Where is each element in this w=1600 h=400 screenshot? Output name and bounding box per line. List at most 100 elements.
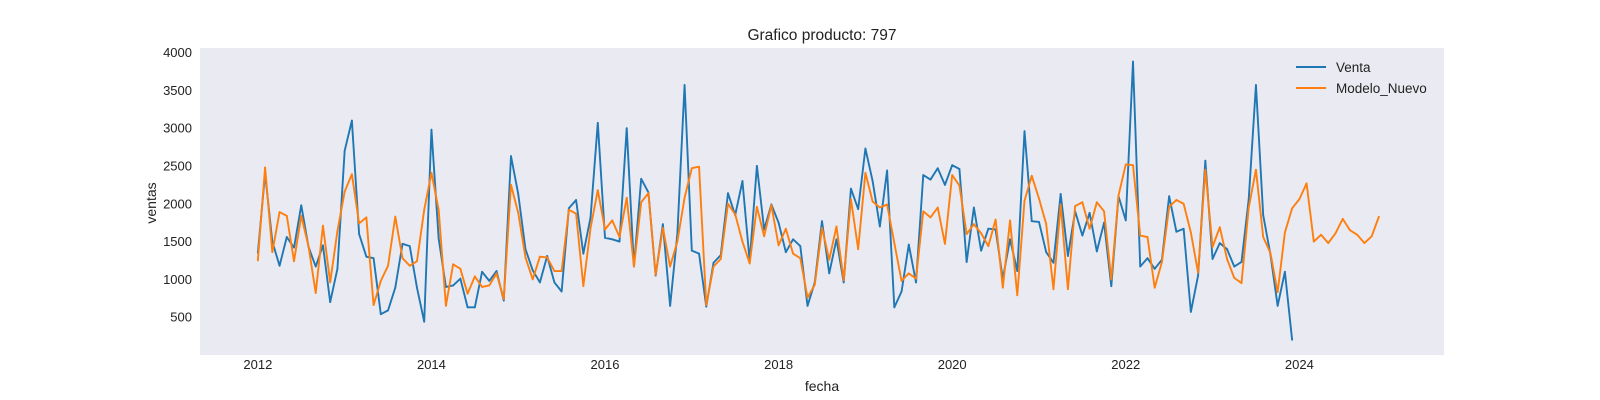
data-point-venta [1067,255,1069,257]
data-point-venta [546,255,549,257]
data-point-venta [589,216,592,219]
data-point-modelo-nuevo [408,264,411,267]
y-axis-label: ventas [143,182,159,223]
data-point-venta [900,290,903,293]
data-point-modelo-nuevo [907,272,910,275]
y-tick-labels: 500 1000 1500 2000 2500 3000 3500 4000 [163,45,192,325]
data-point-venta [350,119,353,122]
data-point-venta [1139,265,1142,268]
data-point-venta [980,249,983,252]
data-point-modelo-nuevo [379,280,382,282]
data-point-modelo-nuevo [770,204,773,207]
data-point-modelo-nuevo [437,208,440,211]
data-point-venta [1182,227,1185,230]
data-point-modelo-nuevo [748,262,751,265]
data-point-venta [727,192,729,195]
data-point-modelo-nuevo [1103,210,1105,213]
data-point-venta [864,147,867,150]
data-point-venta [777,221,780,224]
data-point-venta [1283,270,1286,273]
data-point-modelo-nuevo [336,230,339,232]
data-point-venta [452,284,455,287]
data-point-venta [806,304,809,307]
x-tick-label: 2020 [938,357,967,372]
data-point-venta [857,208,860,210]
data-point-venta [473,306,476,309]
data-point-modelo-nuevo [705,304,708,306]
data-point-modelo-nuevo [1305,182,1308,185]
data-point-venta [560,290,563,293]
data-point-venta [929,178,932,181]
data-point-modelo-nuevo [307,245,310,248]
legend: Venta Modelo_Nuevo [1296,60,1427,96]
data-point-modelo-nuevo [1074,205,1077,207]
data-point-venta [640,177,643,180]
data-point-venta [842,281,845,284]
data-point-modelo-nuevo [741,240,744,243]
data-point-modelo-nuevo [994,218,997,221]
data-point-modelo-nuevo [473,275,476,278]
data-point-venta [1204,159,1207,162]
data-point-modelo-nuevo [669,265,672,268]
data-point-venta [510,155,512,158]
data-point-venta [329,301,332,303]
data-point-modelo-nuevo [1240,282,1243,285]
data-point-venta [756,165,758,167]
data-point-venta [871,180,874,182]
data-point-modelo-nuevo [445,304,447,307]
data-point-venta [784,251,787,254]
data-point-modelo-nuevo [1327,242,1330,244]
data-point-modelo-nuevo [857,248,860,251]
data-point-venta [604,236,606,239]
data-point-venta [336,267,339,270]
data-point-venta [481,270,483,273]
chart-title: Grafico producto: 797 [747,27,896,44]
data-point-venta [1088,211,1091,214]
data-point-modelo-nuevo [886,203,888,206]
data-point-venta [437,237,440,240]
data-point-venta [1009,238,1011,241]
data-point-venta [1247,198,1250,201]
data-point-modelo-nuevo [1291,207,1294,210]
data-point-venta [379,313,382,316]
data-point-modelo-nuevo [806,296,809,299]
data-point-modelo-nuevo [466,292,469,295]
data-point-venta [466,306,469,309]
x-tick-label: 2016 [591,357,620,372]
data-point-modelo-nuevo [343,190,346,193]
data-point-modelo-nuevo [278,211,281,213]
data-point-modelo-nuevo [1139,234,1142,237]
data-point-venta [495,270,498,272]
legend-label-venta: Venta [1336,60,1371,75]
data-point-modelo-nuevo [922,210,925,213]
data-point-modelo-nuevo [459,267,462,270]
data-point-modelo-nuevo [1334,232,1337,235]
data-point-modelo-nuevo [777,244,780,247]
data-point-modelo-nuevo [821,227,823,229]
data-point-modelo-nuevo [1110,278,1113,281]
data-point-venta [922,174,925,176]
data-point-venta [1045,251,1048,254]
data-point-venta [401,242,404,245]
data-point-modelo-nuevo [372,304,375,306]
data-point-venta [698,252,700,255]
data-point-venta [1168,195,1171,198]
data-point-venta [741,180,744,182]
y-tick-label: 1500 [163,234,192,249]
data-point-modelo-nuevo [531,278,534,281]
data-point-modelo-nuevo [1349,229,1351,232]
data-point-modelo-nuevo [900,280,903,282]
data-point-modelo-nuevo [488,284,491,287]
data-point-venta [987,227,990,230]
data-point-modelo-nuevo [560,270,563,272]
data-point-modelo-nuevo [944,242,946,245]
data-point-venta [611,238,614,241]
x-tick-label: 2022 [1111,357,1140,372]
data-point-modelo-nuevo [452,263,455,266]
data-point-modelo-nuevo [965,233,968,235]
y-tick-label: 500 [170,310,192,325]
data-point-venta [618,240,621,243]
data-point-modelo-nuevo [575,212,577,215]
data-point-venta [965,261,968,263]
